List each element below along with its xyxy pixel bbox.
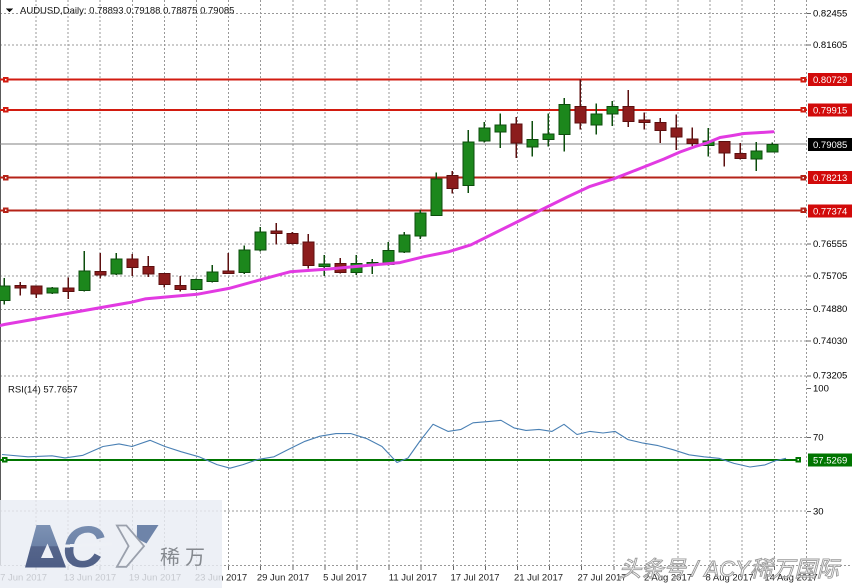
svg-text:14 Aug 2017: 14 Aug 2017: [764, 573, 817, 584]
svg-text:0.77374: 0.77374: [813, 206, 847, 217]
svg-text:29 Jun 2017: 29 Jun 2017: [257, 573, 309, 584]
svg-text:0.81605: 0.81605: [813, 40, 847, 51]
svg-text:0.82455: 0.82455: [813, 8, 847, 19]
svg-text:8 Aug 2017: 8 Aug 2017: [705, 573, 753, 584]
svg-text:21 Jul 2017: 21 Jul 2017: [514, 573, 563, 584]
svg-text:0.78213: 0.78213: [813, 173, 847, 184]
svg-text:0.79915: 0.79915: [813, 105, 847, 116]
svg-text:稀万: 稀万: [160, 546, 210, 569]
svg-text:27 Jul 2017: 27 Jul 2017: [577, 573, 626, 584]
svg-text:0.73205: 0.73205: [813, 371, 847, 382]
svg-text:30: 30: [813, 506, 824, 517]
svg-text:0.76555: 0.76555: [813, 239, 847, 250]
svg-text:57.5269: 57.5269: [813, 455, 847, 466]
svg-text:0.74030: 0.74030: [813, 336, 847, 347]
svg-text:头条号 / ACY稀万国际: 头条号 / ACY稀万国际: [619, 557, 841, 582]
svg-text:AUDUSD,Daily: 0.78893 0.79188: AUDUSD,Daily: 0.78893 0.79188 0.78875 0.…: [20, 6, 234, 17]
svg-text:100: 100: [813, 384, 829, 395]
svg-text:2 Aug 2017: 2 Aug 2017: [644, 573, 692, 584]
svg-text:RSI(14) 57.7657: RSI(14) 57.7657: [8, 385, 78, 396]
svg-text:0.74880: 0.74880: [813, 304, 847, 315]
svg-text:0.79085: 0.79085: [813, 140, 847, 151]
svg-text:17 Jul 2017: 17 Jul 2017: [450, 573, 499, 584]
svg-text:11 Jul 2017: 11 Jul 2017: [389, 573, 437, 584]
svg-text:C: C: [62, 515, 105, 580]
svg-text:70: 70: [813, 432, 824, 443]
svg-text:0.75705: 0.75705: [813, 271, 847, 282]
svg-text:5 Jul 2017: 5 Jul 2017: [323, 573, 367, 584]
svg-text:0.80729: 0.80729: [813, 75, 847, 86]
